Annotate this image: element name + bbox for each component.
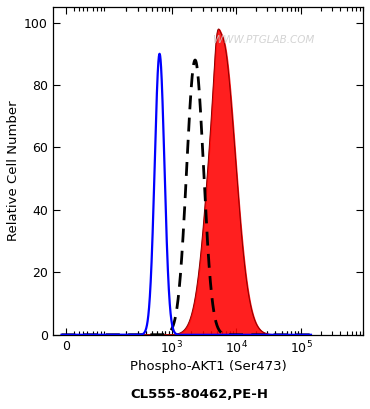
X-axis label: Phospho-AKT1 (Ser473): Phospho-AKT1 (Ser473) — [130, 360, 286, 373]
Text: CL555-80462,PE-H: CL555-80462,PE-H — [131, 388, 269, 401]
Y-axis label: Relative Cell Number: Relative Cell Number — [7, 101, 20, 241]
Text: WWW.PTGLAB.COM: WWW.PTGLAB.COM — [213, 35, 314, 45]
